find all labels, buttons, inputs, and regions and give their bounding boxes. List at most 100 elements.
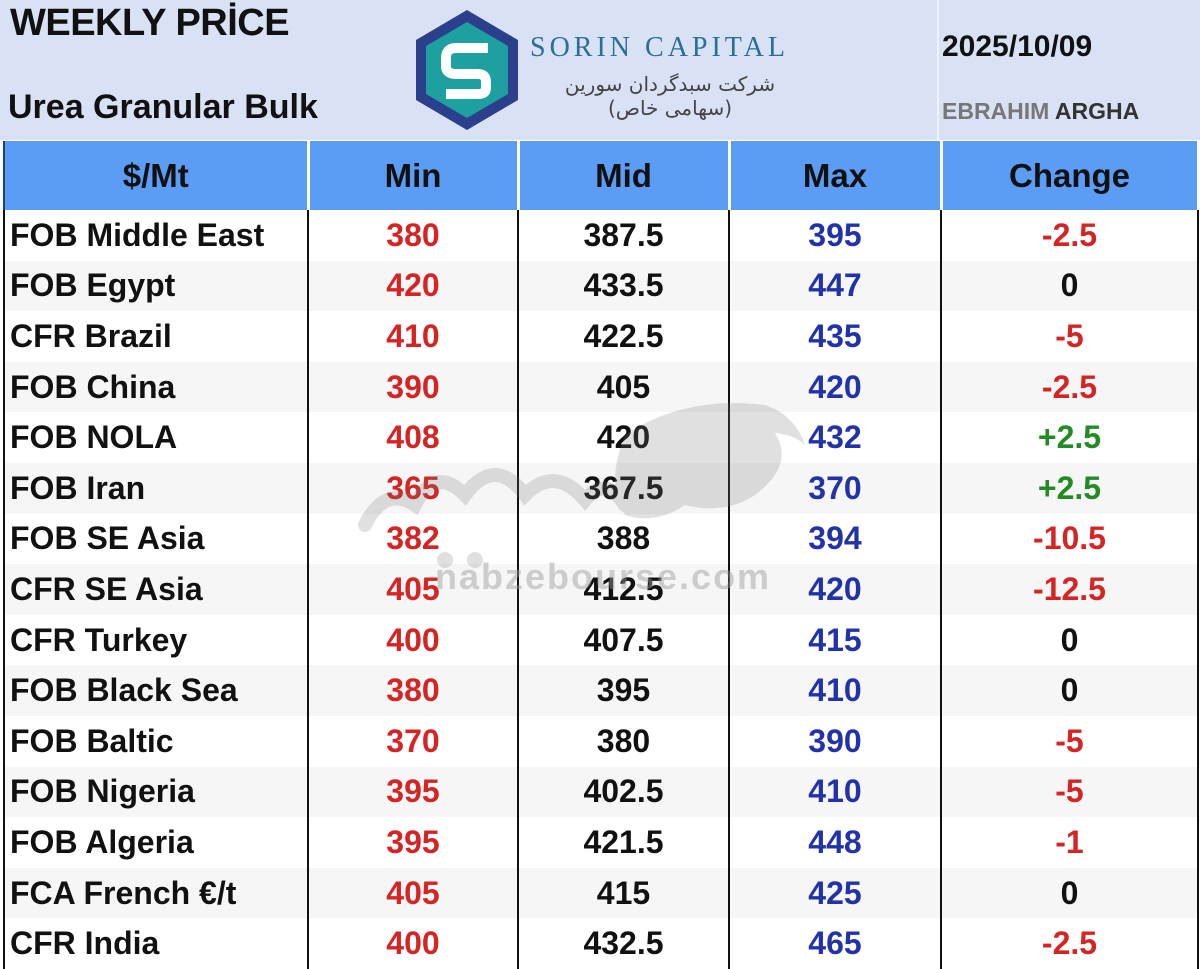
market-cell: FCA French €/t bbox=[3, 867, 309, 919]
brand-name-persian: شرکت سبدگردان سورین (سهامی خاص) bbox=[564, 72, 776, 120]
min-price-cell: 370 bbox=[307, 715, 519, 767]
table-header-row: $/Mt Min Mid Max Change bbox=[3, 141, 1200, 210]
price-table: $/Mt Min Mid Max Change FOB Middle East 3… bbox=[3, 141, 1200, 969]
min-price-cell: 405 bbox=[307, 564, 519, 615]
table-row: FOB Middle East 380 387.5 395 -2.5 bbox=[3, 210, 1199, 261]
max-price-cell: 410 bbox=[728, 766, 942, 818]
mid-price-cell: 415 bbox=[517, 867, 730, 919]
table-row: FOB Egypt 420 433.5 447 0 bbox=[3, 260, 1199, 312]
change-cell: -5 bbox=[940, 311, 1199, 362]
mid-price-cell: 407.5 bbox=[517, 614, 730, 666]
table-body: FOB Middle East 380 387.5 395 -2.5 FOB Egypt 4… bbox=[3, 210, 1199, 969]
change-cell: 0 bbox=[940, 614, 1199, 666]
mid-price-cell: 412.5 bbox=[517, 564, 730, 615]
change-cell: 0 bbox=[940, 867, 1199, 919]
mid-price-cell: 367.5 bbox=[517, 462, 730, 514]
mid-price-cell: 402.5 bbox=[517, 766, 730, 818]
market-cell: CFR SE Asia bbox=[3, 564, 309, 615]
column-header-change: Change bbox=[939, 141, 1200, 210]
min-price-cell: 420 bbox=[307, 260, 519, 312]
change-cell: +2.5 bbox=[940, 412, 1199, 463]
author-last-name: ARGHA bbox=[1054, 98, 1140, 124]
max-price-cell: 390 bbox=[728, 715, 942, 767]
market-cell: FOB Egypt bbox=[3, 260, 309, 312]
change-cell: -5 bbox=[940, 715, 1199, 767]
mid-price-cell: 380 bbox=[517, 715, 730, 767]
max-price-cell: 448 bbox=[728, 817, 942, 868]
column-header-min: Min bbox=[306, 141, 520, 210]
report-header: WEEKLY PRİCE Urea Granular Bulk SORIN CA… bbox=[0, 0, 1200, 140]
table-row: FOB Black Sea 380 395 410 0 bbox=[3, 665, 1199, 716]
mid-price-cell: 405 bbox=[517, 361, 730, 413]
min-price-cell: 390 bbox=[307, 361, 519, 413]
min-price-cell: 408 bbox=[307, 412, 519, 463]
table-row: FOB NOLA 408 420 432 +2.5 bbox=[3, 412, 1199, 463]
sorin-logo-icon bbox=[416, 10, 518, 130]
mid-price-cell: 420 bbox=[517, 412, 730, 463]
min-price-cell: 380 bbox=[307, 210, 519, 261]
report-date: 2025/10/09 bbox=[942, 30, 1093, 63]
min-price-cell: 405 bbox=[307, 867, 519, 919]
sorin-capital-logo: SORIN CAPITAL شرکت سبدگردان سورین (سهامی… bbox=[412, 6, 832, 134]
product-subtitle: Urea Granular Bulk bbox=[8, 88, 318, 126]
table-row: FOB Nigeria 395 402.5 410 -5 bbox=[3, 766, 1199, 818]
mid-price-cell: 433.5 bbox=[517, 260, 730, 312]
max-price-cell: 395 bbox=[728, 210, 942, 261]
change-cell: +2.5 bbox=[940, 462, 1199, 514]
market-cell: FOB SE Asia bbox=[3, 513, 309, 565]
market-cell: CFR India bbox=[3, 918, 309, 969]
change-cell: 0 bbox=[940, 260, 1199, 312]
report-title: WEEKLY PRİCE bbox=[10, 2, 290, 44]
change-cell: -10.5 bbox=[940, 513, 1199, 565]
change-cell: -1 bbox=[940, 817, 1199, 868]
header-divider bbox=[937, 0, 939, 140]
max-price-cell: 370 bbox=[728, 462, 942, 514]
min-price-cell: 400 bbox=[307, 918, 519, 969]
max-price-cell: 415 bbox=[728, 614, 942, 666]
market-cell: FOB NOLA bbox=[3, 412, 309, 463]
market-cell: FOB Nigeria bbox=[3, 766, 309, 818]
market-cell: CFR Brazil bbox=[3, 311, 309, 362]
change-cell: -2.5 bbox=[940, 361, 1199, 413]
max-price-cell: 447 bbox=[728, 260, 942, 312]
author-first-name: EBRAHIM bbox=[942, 98, 1050, 124]
min-price-cell: 395 bbox=[307, 817, 519, 868]
mid-price-cell: 388 bbox=[517, 513, 730, 565]
min-price-cell: 380 bbox=[307, 665, 519, 716]
market-cell: CFR Turkey bbox=[3, 614, 309, 666]
max-price-cell: 420 bbox=[728, 564, 942, 615]
market-cell: FOB Middle East bbox=[3, 210, 309, 261]
market-cell: FOB Algeria bbox=[3, 817, 309, 868]
min-price-cell: 400 bbox=[307, 614, 519, 666]
min-price-cell: 395 bbox=[307, 766, 519, 818]
change-cell: -12.5 bbox=[940, 564, 1199, 615]
table-row: FOB Algeria 395 421.5 448 -1 bbox=[3, 817, 1199, 868]
column-header-unit: $/Mt bbox=[3, 141, 310, 210]
table-row: FOB Baltic 370 380 390 -5 bbox=[3, 715, 1199, 767]
min-price-cell: 365 bbox=[307, 462, 519, 514]
author-name: EBRAHIM ARGHA bbox=[942, 98, 1139, 125]
max-price-cell: 394 bbox=[728, 513, 942, 565]
mid-price-cell: 432.5 bbox=[517, 918, 730, 969]
table-row: CFR India 400 432.5 465 -2.5 bbox=[3, 918, 1199, 969]
change-cell: -2.5 bbox=[940, 918, 1199, 969]
table-row: FOB China 390 405 420 -2.5 bbox=[3, 361, 1199, 413]
market-cell: FOB Baltic bbox=[3, 715, 309, 767]
table-row: CFR SE Asia 405 412.5 420 -12.5 bbox=[3, 564, 1199, 615]
change-cell: -5 bbox=[940, 766, 1199, 818]
table-row: FOB Iran 365 367.5 370 +2.5 bbox=[3, 462, 1199, 514]
max-price-cell: 435 bbox=[728, 311, 942, 362]
change-cell: 0 bbox=[940, 665, 1199, 716]
market-cell: FOB Black Sea bbox=[3, 665, 309, 716]
max-price-cell: 410 bbox=[728, 665, 942, 716]
table-row: CFR Turkey 400 407.5 415 0 bbox=[3, 614, 1199, 666]
min-price-cell: 410 bbox=[307, 311, 519, 362]
table-row: CFR Brazil 410 422.5 435 -5 bbox=[3, 311, 1199, 362]
max-price-cell: 432 bbox=[728, 412, 942, 463]
mid-price-cell: 387.5 bbox=[517, 210, 730, 261]
brand-name: SORIN CAPITAL bbox=[530, 32, 789, 63]
column-header-mid: Mid bbox=[516, 141, 731, 210]
table-row: FCA French €/t 405 415 425 0 bbox=[3, 867, 1199, 919]
mid-price-cell: 421.5 bbox=[517, 817, 730, 868]
change-cell: -2.5 bbox=[940, 210, 1199, 261]
